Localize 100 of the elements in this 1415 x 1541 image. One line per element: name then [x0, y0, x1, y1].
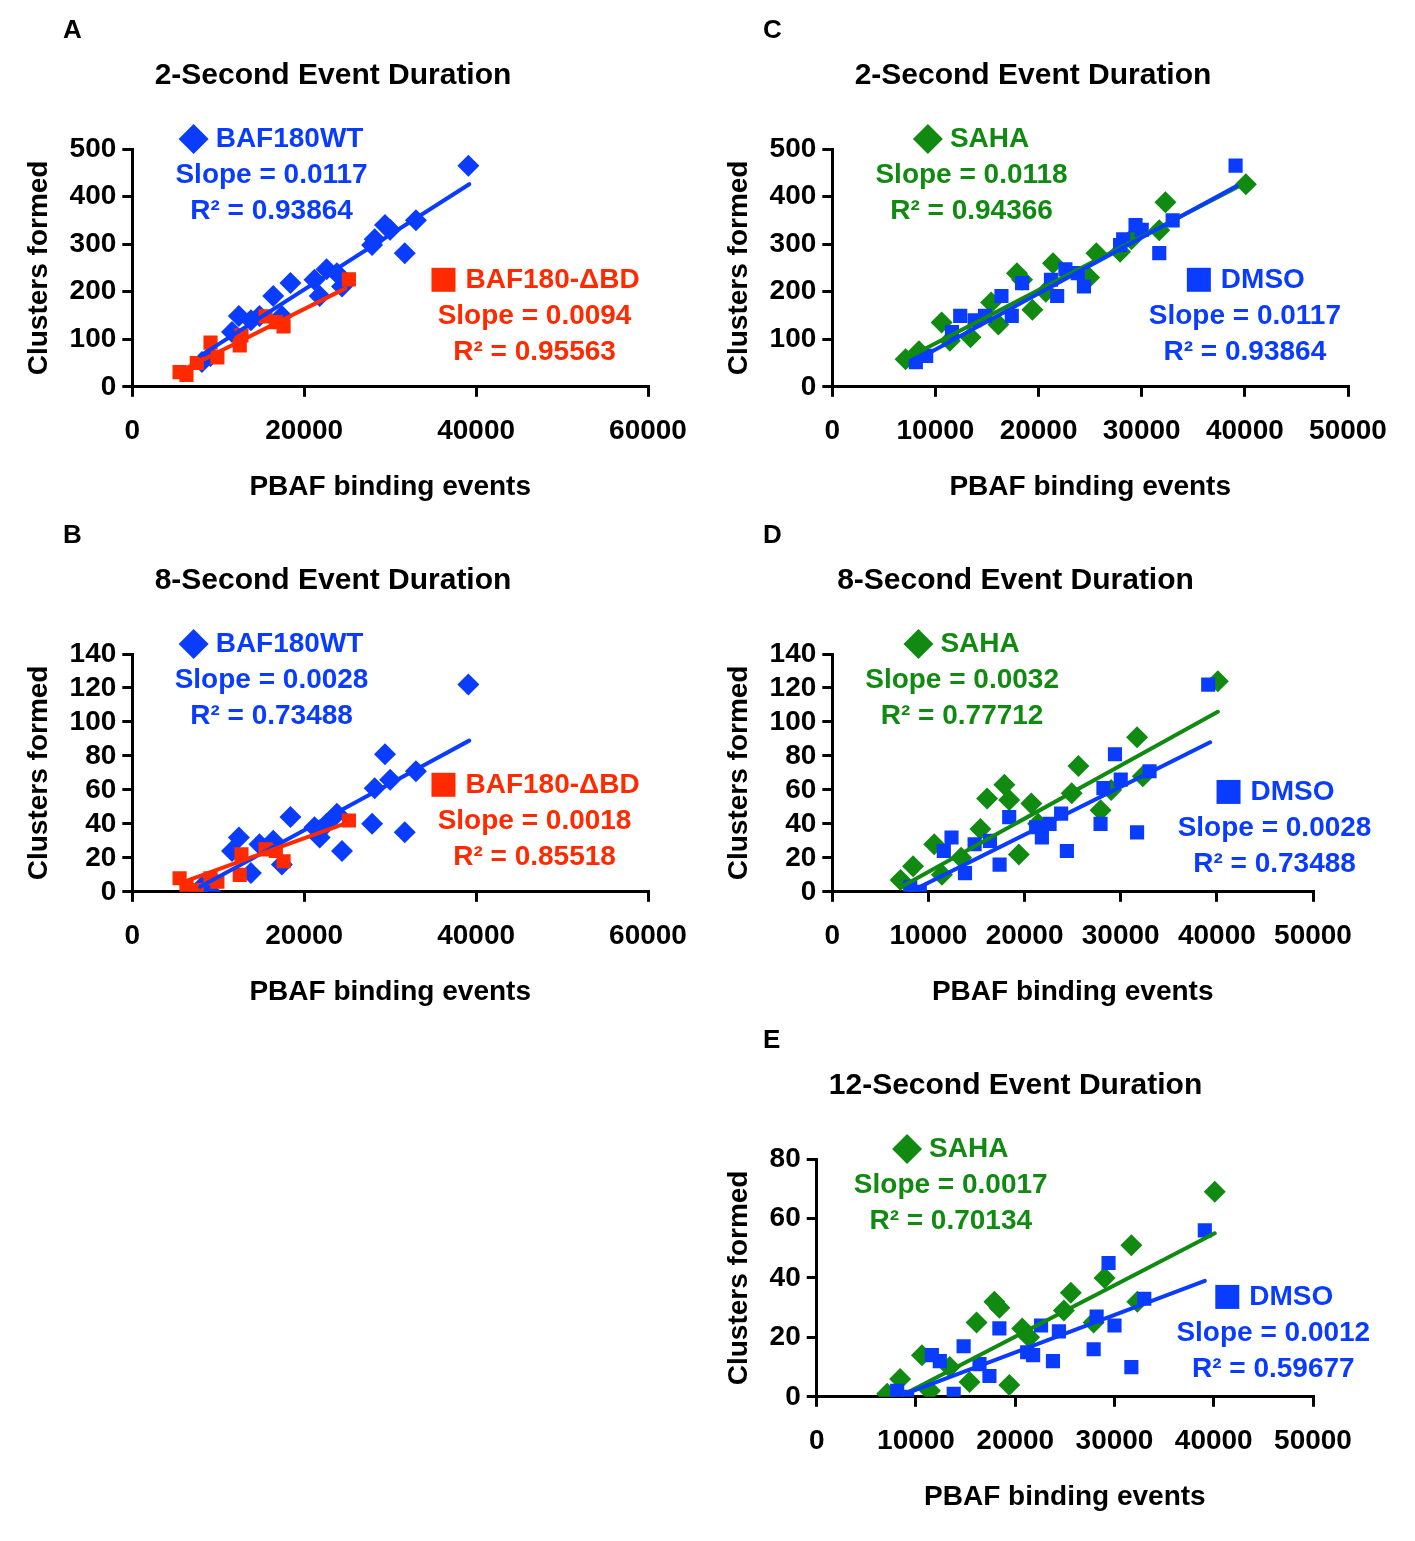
legend-label: DMSO: [1220, 262, 1305, 294]
y-tick-label: 80: [85, 738, 117, 770]
x-tick-label: 10000: [896, 414, 975, 446]
x-tick-label: 20000: [976, 1424, 1055, 1456]
y-tick-label: 300: [69, 226, 117, 258]
y-tick-label: 400: [69, 179, 117, 211]
y-tick-label: 100: [69, 321, 117, 353]
y-tick-label: 140: [69, 636, 117, 668]
y-tick-label: 20: [85, 840, 117, 872]
y-tick-label: 300: [769, 226, 817, 258]
x-tick-label: 20000: [999, 414, 1078, 446]
x-tick-label: 40000: [1174, 1424, 1253, 1456]
y-tick-label: 60: [769, 1201, 801, 1233]
y-tick-label: 120: [769, 670, 817, 702]
annotation: R² = 0.94366: [890, 193, 1053, 225]
text: A: [63, 14, 82, 45]
text: D: [763, 519, 782, 550]
chart-title: 2-Second Event Duration: [154, 57, 512, 91]
x-tick-label: 0: [824, 919, 841, 951]
y-tick-label: 20: [769, 1320, 801, 1352]
x-tick-label: 50000: [1274, 919, 1352, 951]
text: E: [763, 1024, 781, 1055]
x-tick-label: 0: [824, 414, 841, 446]
y-axis-title: Clusters formed: [721, 665, 753, 881]
y-tick-label: 80: [785, 738, 817, 770]
legend-label: SAHA: [949, 121, 1030, 153]
legend-label: BAF180-ΔBD: [465, 767, 640, 799]
x-tick-label: 20000: [985, 919, 1064, 951]
annotation: Slope = 0.0017: [853, 1167, 1048, 1199]
x-tick-label: 50000: [1309, 414, 1387, 446]
y-axis-title: Clusters formed: [21, 665, 53, 881]
x-tick-label: 40000: [437, 414, 516, 446]
x-axis-title: PBAF binding events: [249, 469, 531, 501]
y-tick-label: 60: [85, 772, 117, 804]
y-tick-label: 400: [769, 179, 817, 211]
chart-title: 8-Second Event Duration: [154, 562, 512, 596]
y-tick-label: 100: [769, 321, 817, 353]
y-tick-label: 200: [769, 274, 817, 306]
x-axis-title: PBAF binding events: [249, 974, 531, 1006]
y-tick-label: 60: [785, 772, 817, 804]
y-tick-label: 100: [69, 704, 117, 736]
legend-label: DMSO: [1250, 774, 1335, 806]
legend-label: BAF180WT: [215, 121, 364, 153]
y-tick-label: 140: [769, 636, 817, 668]
annotation: Slope = 0.0118: [875, 157, 1068, 189]
y-axis-title: Clusters formed: [721, 160, 753, 376]
y-axis-title: Clusters formed: [721, 1170, 753, 1386]
y-tick-label: 40: [85, 806, 117, 838]
annotation: Slope = 0.0117: [1148, 298, 1341, 330]
annotation: Slope = 0.0012: [1176, 1315, 1371, 1347]
x-tick-label: 0: [124, 414, 141, 446]
annotation: Slope = 0.0032: [865, 662, 1059, 694]
y-tick-label: 0: [800, 369, 817, 401]
annotation: Slope = 0.0117: [175, 157, 368, 189]
legend-label: SAHA: [940, 626, 1020, 658]
annotation: R² = 0.73488: [190, 698, 353, 730]
y-tick-label: 0: [100, 874, 117, 906]
x-axis-title: PBAF binding events: [949, 469, 1231, 501]
y-tick-label: 100: [769, 704, 817, 736]
annotation: R² = 0.59677: [1191, 1351, 1355, 1383]
x-tick-label: 0: [124, 919, 141, 951]
annotation: R² = 0.85518: [453, 839, 616, 871]
chart-title: 2-Second Event Duration: [854, 57, 1212, 91]
legend-label: BAF180WT: [215, 626, 364, 658]
y-tick-label: 0: [785, 1379, 801, 1411]
chart-title: 8-Second Event Duration: [837, 562, 1194, 596]
x-tick-label: 30000: [1081, 919, 1160, 951]
annotation: Slope = 0.0018: [437, 803, 632, 835]
y-tick-label: 80: [769, 1141, 801, 1173]
y-tick-label: 0: [800, 874, 817, 906]
x-tick-label: 50000: [1274, 1424, 1352, 1456]
annotation: Slope = 0.0094: [437, 298, 632, 330]
legend-label: BAF180-ΔBD: [465, 262, 640, 294]
x-tick-label: 30000: [1075, 1424, 1154, 1456]
annotation: Slope = 0.0028: [174, 662, 369, 694]
y-tick-label: 120: [69, 670, 117, 702]
y-tick-label: 40: [769, 1260, 801, 1292]
legend-label: SAHA: [929, 1131, 1009, 1163]
y-tick-label: 500: [769, 131, 817, 163]
chart-title: 12-Second Event Duration: [828, 1067, 1203, 1101]
x-tick-label: 60000: [609, 919, 687, 951]
y-axis-title: Clusters formed: [21, 160, 53, 376]
text: C: [763, 14, 782, 45]
annotation: R² = 0.73488: [1193, 846, 1356, 878]
y-tick-label: 20: [785, 840, 817, 872]
annotation: R² = 0.77712: [880, 698, 1044, 730]
x-tick-label: 20000: [265, 414, 344, 446]
x-tick-label: 10000: [877, 1424, 955, 1456]
y-tick-label: 0: [100, 369, 117, 401]
x-tick-label: 40000: [1177, 919, 1256, 951]
x-tick-label: 30000: [1102, 414, 1181, 446]
annotation: R² = 0.95563: [453, 334, 616, 366]
x-axis-title: PBAF binding events: [931, 974, 1214, 1006]
legend-label: DMSO: [1249, 1279, 1334, 1311]
x-tick-label: 40000: [437, 919, 516, 951]
x-tick-label: 10000: [889, 919, 968, 951]
x-tick-label: 60000: [609, 414, 687, 446]
annotation: Slope = 0.0028: [1177, 810, 1372, 842]
y-tick-label: 200: [69, 274, 117, 306]
annotation: R² = 0.70134: [869, 1203, 1033, 1235]
